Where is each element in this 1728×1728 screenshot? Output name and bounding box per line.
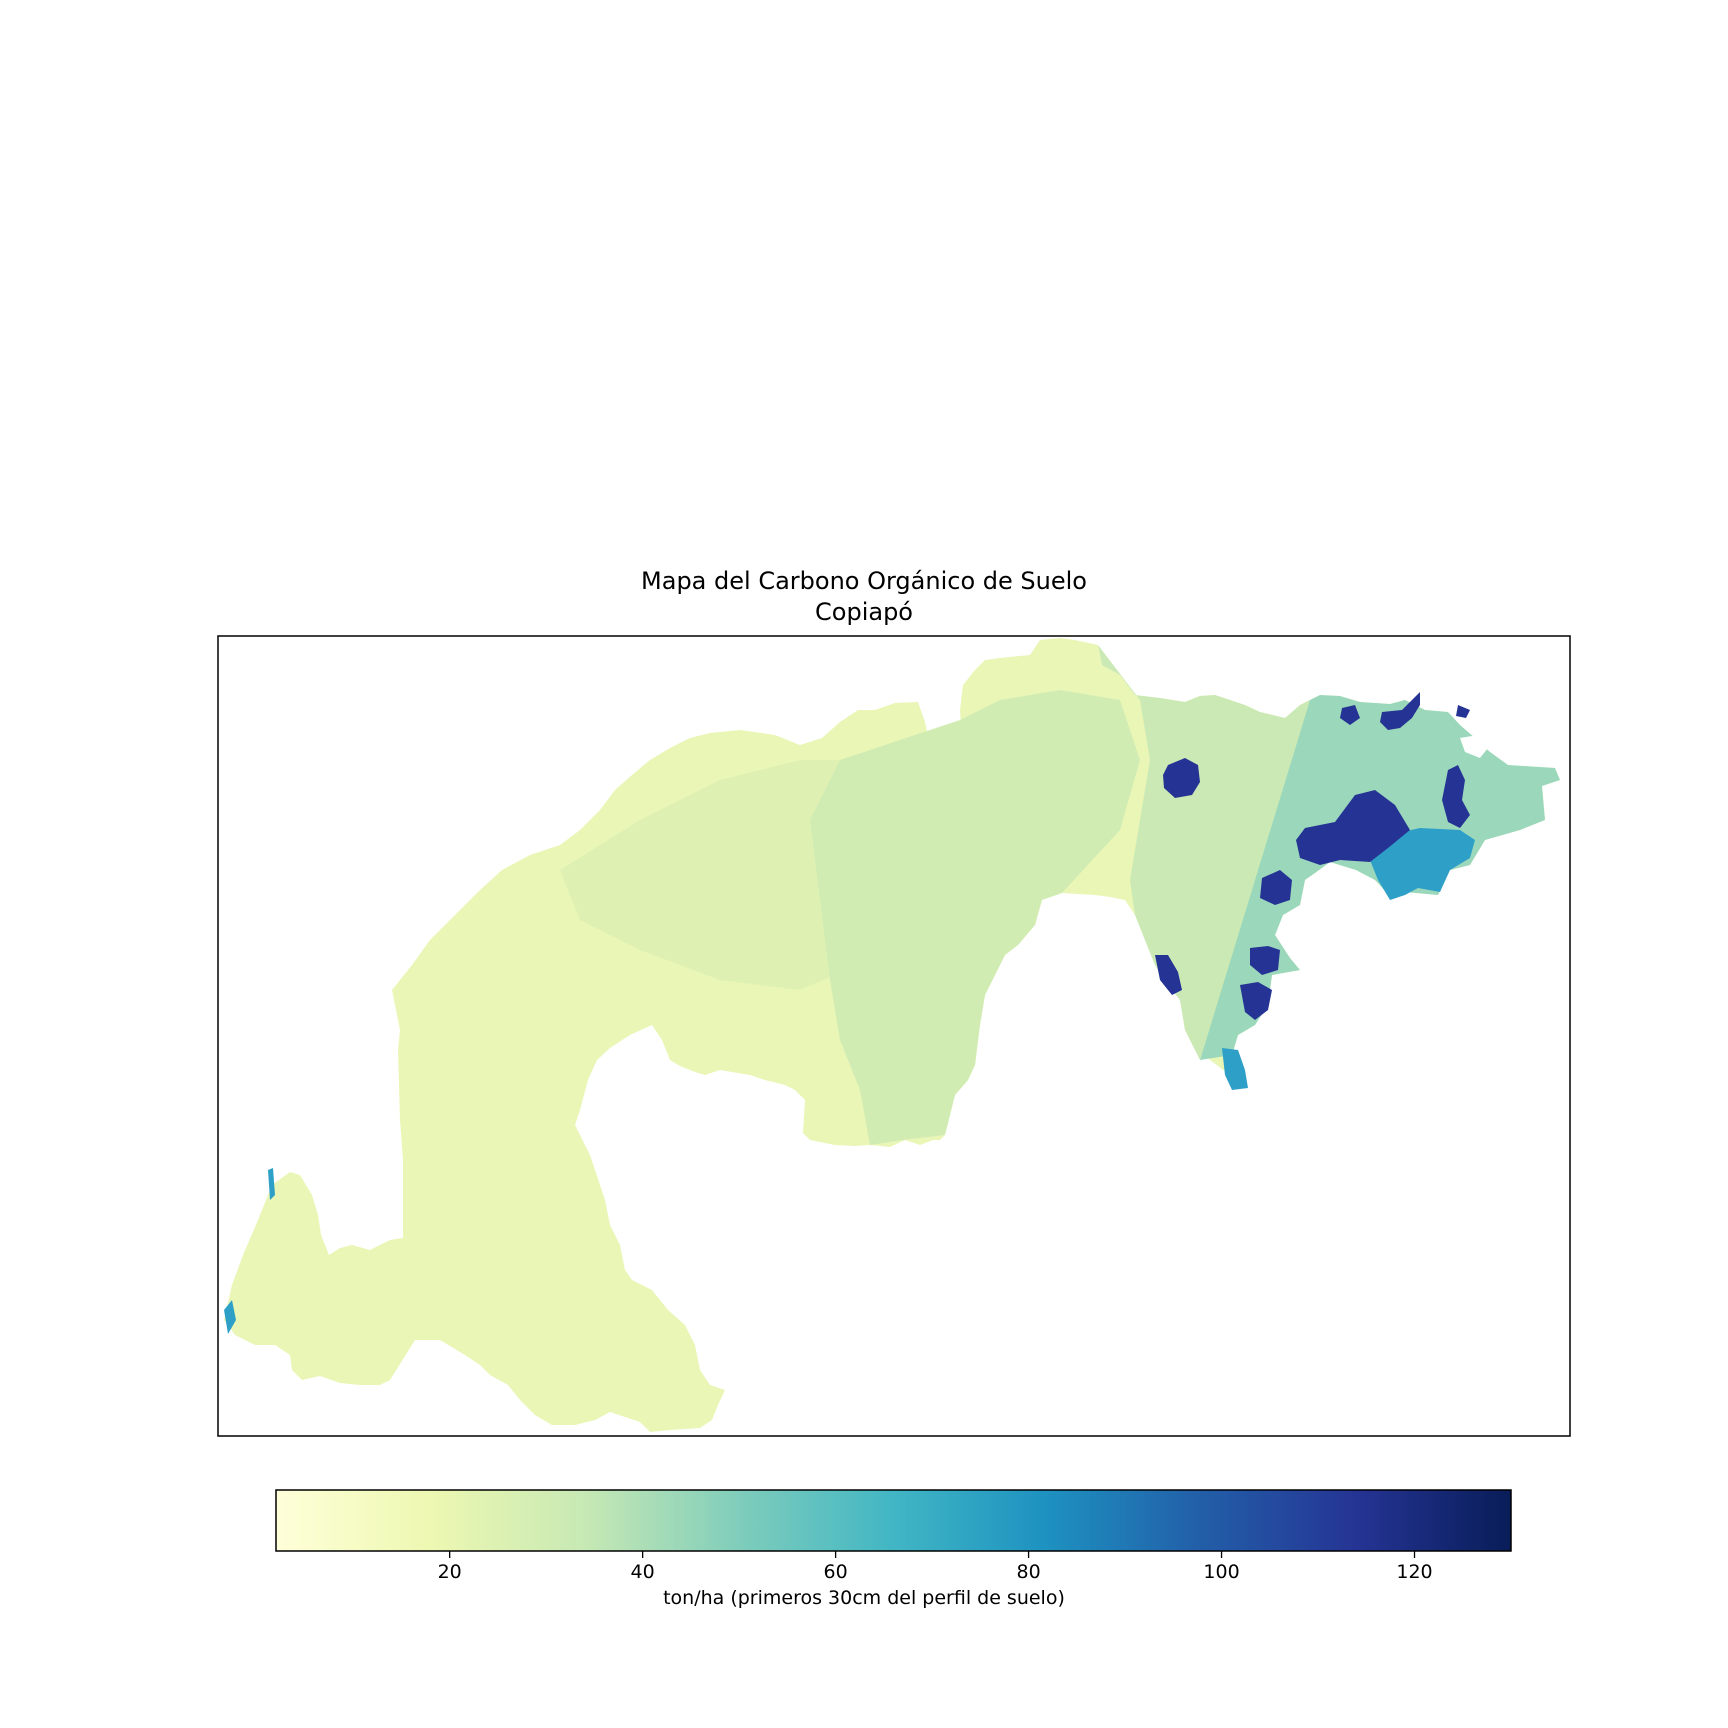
subtitle-line: Copiapó [815,598,913,626]
title-line: Mapa del Carbono Orgánico de Suelo [641,567,1087,595]
colorbar-tick-label: 40 [630,1561,655,1583]
region-east-mid [1370,828,1475,900]
axes-frame [217,635,1571,1437]
region-east-high [1296,790,1410,865]
colorbar-tick-label: 80 [1016,1561,1041,1583]
region-coast-edge [224,1168,275,1334]
region-northeast-lake [1442,765,1470,828]
chart-title: Mapa del Carbono Orgánico de Suelo Copia… [0,566,1728,628]
region-northeast-transition [1098,645,1310,1060]
colorbar-label: ton/ha (primeros 30cm del perfil de suel… [663,1587,1065,1609]
region-patch-north [1340,692,1470,730]
map-raster [224,638,1560,1432]
colorbar-tick-label: 60 [823,1561,848,1583]
region-hole [1460,735,1488,758]
colorbar [275,1489,1512,1552]
region-circle [1163,758,1200,798]
colorbar-tick-label: 100 [1203,1561,1240,1583]
region-patch-south [1222,1048,1248,1090]
colorbar-ticks [449,1551,1416,1558]
colorbar-tick-label: 120 [1396,1561,1433,1583]
colorbar-tick-label: 20 [437,1561,462,1583]
region-central-east [810,690,1140,1145]
region-patch-west [1155,870,1292,1020]
